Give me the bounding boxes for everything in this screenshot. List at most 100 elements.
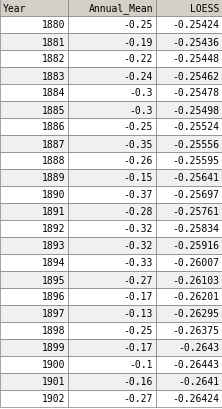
Text: -0.2641: -0.2641 [178,377,219,387]
Bar [0,288,68,305]
Bar [156,390,222,407]
Text: -0.32: -0.32 [124,224,153,234]
Bar [0,322,68,339]
Text: -0.25595: -0.25595 [172,156,219,166]
Bar [156,34,222,51]
Bar [68,153,156,170]
Bar [156,119,222,136]
Bar [156,136,222,153]
Bar [0,187,68,204]
Text: -0.25524: -0.25524 [172,122,219,132]
Text: Year: Year [3,4,26,13]
Bar [156,322,222,339]
Text: Annual_Mean: Annual_Mean [88,3,153,14]
Bar [156,254,222,271]
Bar [156,288,222,305]
Bar [0,390,68,407]
Text: -0.2643: -0.2643 [178,343,219,353]
Bar [156,17,222,34]
Bar [68,17,156,34]
Bar [0,119,68,136]
Bar [68,237,156,254]
Bar [156,339,222,356]
Bar [156,170,222,187]
Text: -0.15: -0.15 [124,173,153,183]
Bar [68,102,156,119]
Text: -0.3: -0.3 [129,105,153,115]
Text: -0.25761: -0.25761 [172,207,219,217]
Text: 1888: 1888 [42,156,65,166]
Text: 1900: 1900 [42,360,65,370]
Text: -0.25448: -0.25448 [172,54,219,64]
Text: -0.25462: -0.25462 [172,71,219,81]
Bar [0,204,68,220]
Text: -0.25556: -0.25556 [172,139,219,149]
Text: -0.24: -0.24 [124,71,153,81]
Bar [0,34,68,51]
Text: 1881: 1881 [42,37,65,47]
Text: -0.25641: -0.25641 [172,173,219,183]
Text: -0.26103: -0.26103 [172,275,219,285]
Text: -0.25697: -0.25697 [172,190,219,200]
Text: -0.37: -0.37 [124,190,153,200]
Bar [0,68,68,85]
Bar [156,153,222,170]
Text: 1902: 1902 [42,393,65,404]
Text: -0.16: -0.16 [124,377,153,387]
Bar [0,0,68,17]
Bar [0,136,68,153]
Text: -0.25: -0.25 [124,122,153,132]
Text: 1891: 1891 [42,207,65,217]
Text: 1894: 1894 [42,258,65,268]
Text: -0.25: -0.25 [124,20,153,30]
Bar [156,187,222,204]
Bar [68,271,156,288]
Bar [156,102,222,119]
Bar [68,356,156,373]
Text: 1889: 1889 [42,173,65,183]
Text: 1901: 1901 [42,377,65,387]
Text: -0.17: -0.17 [124,343,153,353]
Text: -0.25436: -0.25436 [172,37,219,47]
Text: 1883: 1883 [42,71,65,81]
Text: -0.25916: -0.25916 [172,241,219,251]
Bar [156,204,222,220]
Bar [68,187,156,204]
Text: -0.13: -0.13 [124,309,153,319]
Bar [0,170,68,187]
Bar [156,373,222,390]
Text: -0.25498: -0.25498 [172,105,219,115]
Text: 1884: 1884 [42,88,65,98]
Text: 1885: 1885 [42,105,65,115]
Bar [68,305,156,322]
Text: -0.28: -0.28 [124,207,153,217]
Bar [0,339,68,356]
Text: -0.26443: -0.26443 [172,360,219,370]
Bar [156,305,222,322]
Bar [68,34,156,51]
Text: 1882: 1882 [42,54,65,64]
Bar [0,237,68,254]
Bar [68,288,156,305]
Text: -0.26201: -0.26201 [172,292,219,302]
Text: 1880: 1880 [42,20,65,30]
Bar [68,204,156,220]
Bar [156,85,222,102]
Text: 1897: 1897 [42,309,65,319]
Text: 1893: 1893 [42,241,65,251]
Bar [68,390,156,407]
Bar [68,85,156,102]
Bar [68,136,156,153]
Bar [0,305,68,322]
Text: -0.26: -0.26 [124,156,153,166]
Bar [0,102,68,119]
Text: 1892: 1892 [42,224,65,234]
Text: -0.19: -0.19 [124,37,153,47]
Bar [0,51,68,68]
Bar [68,220,156,237]
Text: 1886: 1886 [42,122,65,132]
Text: 1898: 1898 [42,326,65,336]
Text: -0.26424: -0.26424 [172,393,219,404]
Bar [156,0,222,17]
Text: -0.22: -0.22 [124,54,153,64]
